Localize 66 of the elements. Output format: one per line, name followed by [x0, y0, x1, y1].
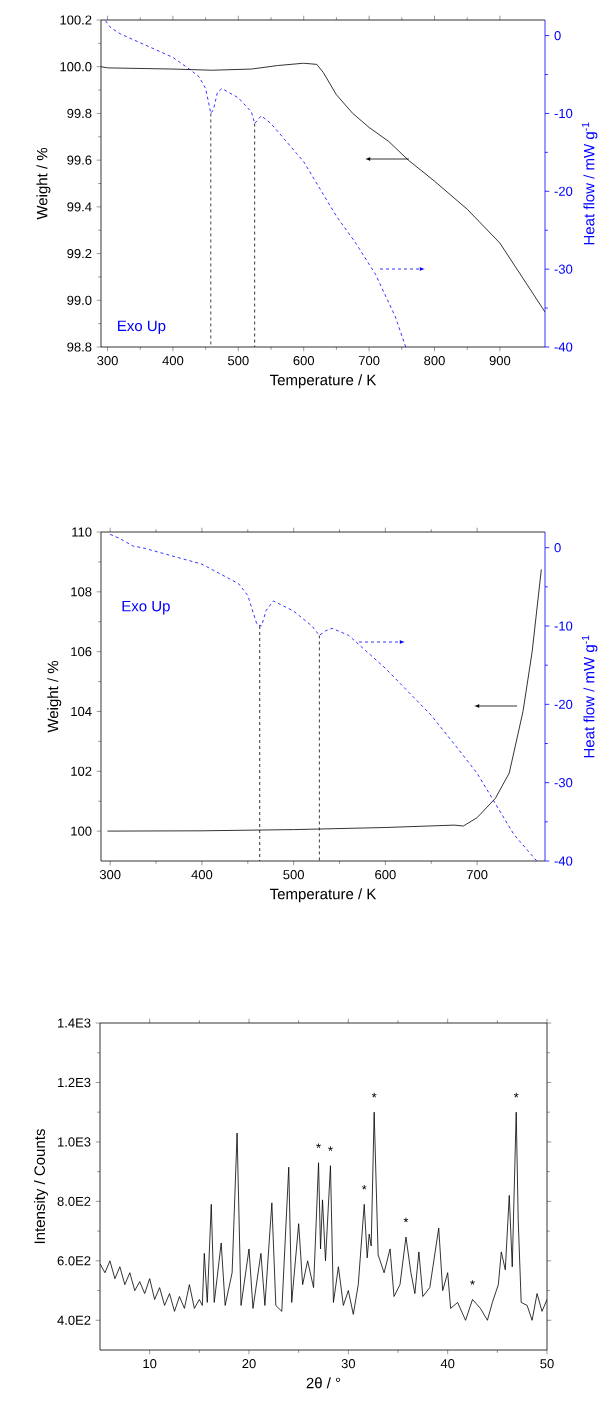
y-tick-label: 6.0E2 — [57, 1256, 91, 1266]
y-tick-label: 100.2 — [60, 15, 92, 25]
y2-tick-label: -40 — [554, 342, 573, 352]
y-tick-label: 108 — [71, 587, 92, 597]
x-tick-label: 300 — [97, 356, 118, 366]
annotation: Exo Up — [118, 320, 166, 335]
annotation: * — [361, 1185, 367, 1190]
y-tick-label: 1.0E3 — [58, 1137, 91, 1147]
annotation: Exo Up — [122, 600, 170, 615]
y-tick-label: 99.6 — [67, 155, 92, 165]
y-tick-label: 4.0E2 — [57, 1315, 91, 1325]
y-tick-label: 8.0E2 — [57, 1196, 91, 1206]
y-tick-label: 99.4 — [67, 202, 92, 212]
y-tick-label: 1.4E3 — [58, 1018, 91, 1028]
x-tick-label: 600 — [293, 356, 315, 366]
y2-tick-label: -20 — [554, 699, 573, 709]
line-series — [109, 533, 538, 862]
x-tick-label: 50 — [540, 1359, 554, 1369]
line-series — [105, 20, 407, 347]
y-tick-label: 1.2E3 — [58, 1077, 91, 1088]
x-tick-label: 10 — [143, 1359, 157, 1369]
y-tick-label: 102 — [71, 766, 92, 776]
x-tick-label: 700 — [358, 356, 380, 366]
y-tick-label: 99.2 — [67, 248, 92, 259]
y-tick-label: 104 — [71, 706, 92, 717]
x-tick-label: 300 — [99, 870, 121, 880]
y2-tick-label: 0 — [554, 30, 561, 41]
x-axis-title: Temperature / K — [269, 374, 377, 389]
y-axis-title: Intensity / Counts — [33, 1129, 48, 1244]
x-tick-label: 400 — [191, 870, 213, 880]
annotation: * — [470, 1280, 475, 1285]
y-tick-label: 106 — [71, 647, 92, 657]
y2-axis-title: Heat flow / mW g$^{-1}$ — [581, 635, 598, 758]
y-tick-label: 99.0 — [67, 295, 92, 305]
annotation: * — [513, 1092, 519, 1098]
y-tick-label: 100.0 — [60, 62, 92, 72]
x-axis-title: Temperature / K — [269, 888, 377, 903]
y2-tick-label: -10 — [554, 108, 573, 119]
x-tick-label: 900 — [489, 356, 511, 366]
y2-tick-label: -40 — [554, 856, 573, 866]
y-tick-label: 100 — [71, 826, 92, 836]
annotation: * — [328, 1146, 333, 1151]
y2-tick-label: -30 — [554, 264, 573, 274]
x-tick-label: 500 — [227, 356, 249, 366]
x-tick-label: 400 — [162, 356, 184, 366]
y2-tick-label: -30 — [554, 778, 573, 788]
annotation: * — [371, 1092, 377, 1098]
y2-tick-label: -10 — [554, 621, 573, 631]
x-tick-label: 700 — [466, 870, 488, 880]
x-tick-label: 600 — [375, 870, 396, 880]
annotation: * — [403, 1217, 409, 1223]
x-tick-label: 800 — [424, 356, 445, 366]
x-tick-label: 20 — [242, 1359, 256, 1369]
y2-axis-title: Heat flow / mW g$^{-1}$ — [581, 122, 598, 245]
y-tick-label: 99.8 — [67, 108, 92, 119]
y2-tick-label: 0 — [554, 543, 561, 553]
y-axis-title: Weight / % — [36, 147, 51, 220]
x-axis-title: 2θ / ° — [306, 1377, 341, 1389]
x-tick-label: 30 — [341, 1359, 356, 1369]
x-tick-label: 500 — [283, 870, 304, 880]
y-tick-label: 98.8 — [67, 342, 92, 352]
y-axis-title: Weight / % — [47, 660, 62, 733]
annotation: * — [316, 1143, 321, 1148]
x-tick-label: 40 — [440, 1359, 455, 1369]
y-tick-label: 110 — [72, 527, 92, 537]
y2-tick-label: -20 — [554, 186, 573, 196]
